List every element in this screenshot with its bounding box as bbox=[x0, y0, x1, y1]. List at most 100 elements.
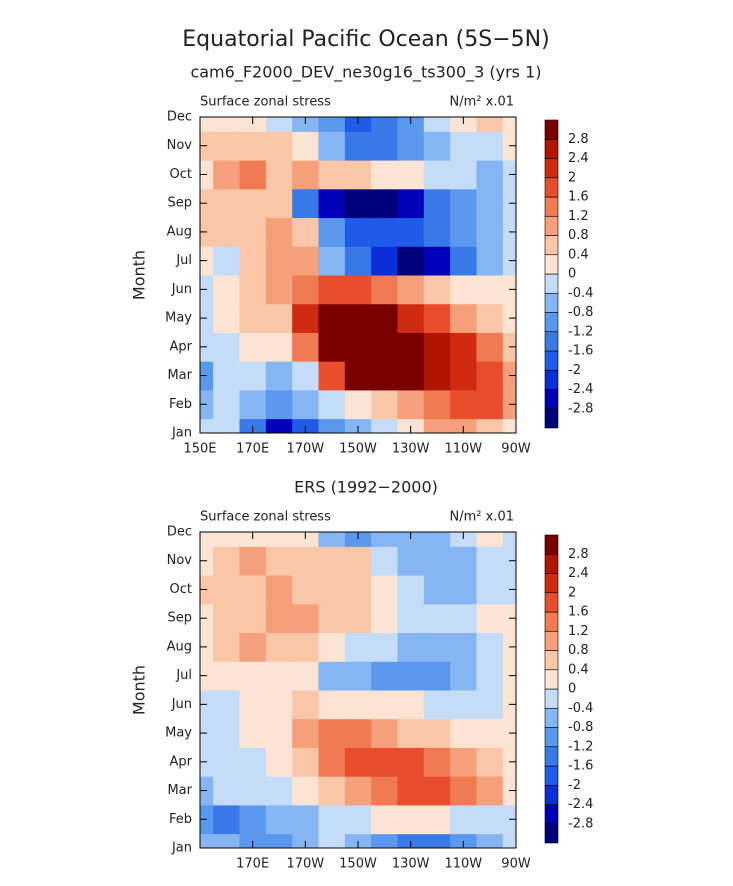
contour-cell bbox=[397, 776, 425, 806]
contour-cell bbox=[344, 603, 372, 634]
contour-cell bbox=[476, 661, 504, 691]
contour-cell bbox=[476, 718, 504, 748]
contour-cell bbox=[423, 418, 451, 434]
contour-cell bbox=[318, 532, 346, 547]
contour-cell bbox=[265, 603, 293, 634]
colorbar-box bbox=[544, 138, 559, 159]
y-tick-label: Jul bbox=[175, 668, 192, 683]
colorbar-box bbox=[544, 669, 559, 690]
contour-cell bbox=[371, 275, 398, 305]
contour-cell bbox=[213, 532, 240, 547]
contour-cell bbox=[292, 303, 319, 333]
contour-cell bbox=[318, 217, 346, 247]
contour-cell bbox=[397, 718, 425, 748]
colorbar-box bbox=[544, 804, 559, 825]
contour-cell bbox=[318, 718, 346, 748]
contour-cell bbox=[397, 661, 425, 691]
colorbar-label: -2.8 bbox=[568, 816, 593, 831]
y-tick-label: Nov bbox=[167, 553, 193, 568]
contour-cell bbox=[265, 117, 293, 132]
contour-cell bbox=[397, 632, 425, 662]
x-tick-label: 130W bbox=[392, 442, 430, 457]
x-tick-label: 90W bbox=[501, 442, 531, 457]
colorbar-box bbox=[544, 273, 559, 294]
colorbar-box bbox=[544, 707, 559, 728]
contour-cell bbox=[476, 275, 504, 305]
contour-cell bbox=[292, 747, 319, 777]
contour-cell bbox=[423, 332, 451, 362]
contour-cell bbox=[423, 188, 451, 219]
contour-cell bbox=[423, 747, 451, 777]
contour-cell bbox=[318, 747, 346, 777]
x-tick-label: 110W bbox=[444, 857, 482, 872]
contour-cell bbox=[423, 603, 451, 634]
contour-cell bbox=[371, 718, 398, 748]
contour-cell bbox=[265, 661, 293, 691]
colorbar-box bbox=[544, 727, 559, 748]
contour-cell bbox=[502, 532, 517, 547]
contour-cell bbox=[397, 275, 425, 305]
contour-cell bbox=[265, 532, 293, 547]
colorbar-label: -0.8 bbox=[568, 305, 593, 320]
colorbar-box bbox=[544, 650, 559, 671]
contour-cell bbox=[476, 804, 504, 835]
contour-cell bbox=[371, 117, 398, 132]
contour-cell bbox=[476, 131, 504, 161]
contour-cell bbox=[450, 776, 477, 806]
contour-cell bbox=[423, 575, 451, 605]
contour-cell bbox=[213, 575, 240, 605]
contour-cell bbox=[476, 575, 504, 605]
contour-cell bbox=[213, 776, 240, 806]
contour-cell bbox=[450, 160, 477, 190]
contour-cell bbox=[318, 246, 346, 276]
contour-cell bbox=[292, 117, 319, 132]
colorbar-label: -2 bbox=[568, 778, 581, 793]
contour-cell bbox=[239, 661, 267, 691]
contour-cell bbox=[344, 632, 372, 662]
contour-cell bbox=[213, 188, 240, 219]
contour-cell bbox=[423, 160, 451, 190]
contour-cell bbox=[423, 804, 451, 835]
contour-cell bbox=[318, 690, 346, 720]
contour-cell bbox=[318, 418, 346, 434]
contour-cell bbox=[344, 131, 372, 161]
x-tick-label: 150W bbox=[339, 857, 377, 872]
contour-cell bbox=[239, 690, 267, 720]
contour-cell bbox=[450, 532, 477, 547]
y-tick-label: Feb bbox=[169, 397, 192, 412]
colorbar-label: -1.6 bbox=[568, 759, 593, 774]
contour-cell bbox=[239, 188, 267, 219]
contour-cell bbox=[213, 361, 240, 391]
contour-cell bbox=[476, 418, 504, 434]
contour-cell bbox=[450, 361, 477, 391]
contour-cell bbox=[265, 332, 293, 362]
contour-cell bbox=[344, 776, 372, 806]
y-tick-label: Aug bbox=[167, 639, 192, 654]
contour-cell bbox=[371, 246, 398, 276]
colorbar-label: 1.6 bbox=[568, 190, 589, 205]
contour-cell bbox=[213, 690, 240, 720]
contour-cell bbox=[397, 575, 425, 605]
contour-cell bbox=[318, 776, 346, 806]
contour-cell bbox=[292, 546, 319, 576]
contour-cell bbox=[318, 632, 346, 662]
contour-cell bbox=[239, 632, 267, 662]
colorbar-box bbox=[544, 630, 559, 651]
x-tick-label: 150W bbox=[339, 442, 377, 457]
contour-cell bbox=[265, 804, 293, 835]
colorbar-box bbox=[544, 254, 559, 275]
y-tick-label: Sep bbox=[167, 196, 192, 211]
colorbar-label: 0 bbox=[568, 267, 576, 282]
contour-cell bbox=[371, 661, 398, 691]
contour-cell bbox=[371, 532, 398, 547]
contour-cell bbox=[265, 303, 293, 333]
contour-cell bbox=[450, 131, 477, 161]
colorbar-box bbox=[544, 592, 559, 613]
contour-cell bbox=[450, 747, 477, 777]
y-tick-label: Jun bbox=[171, 282, 192, 297]
contour-cell bbox=[423, 776, 451, 806]
contour-cell bbox=[397, 332, 425, 362]
contour-cell bbox=[450, 575, 477, 605]
colorbar-label: 2 bbox=[568, 170, 576, 185]
contour-cell bbox=[318, 389, 346, 420]
